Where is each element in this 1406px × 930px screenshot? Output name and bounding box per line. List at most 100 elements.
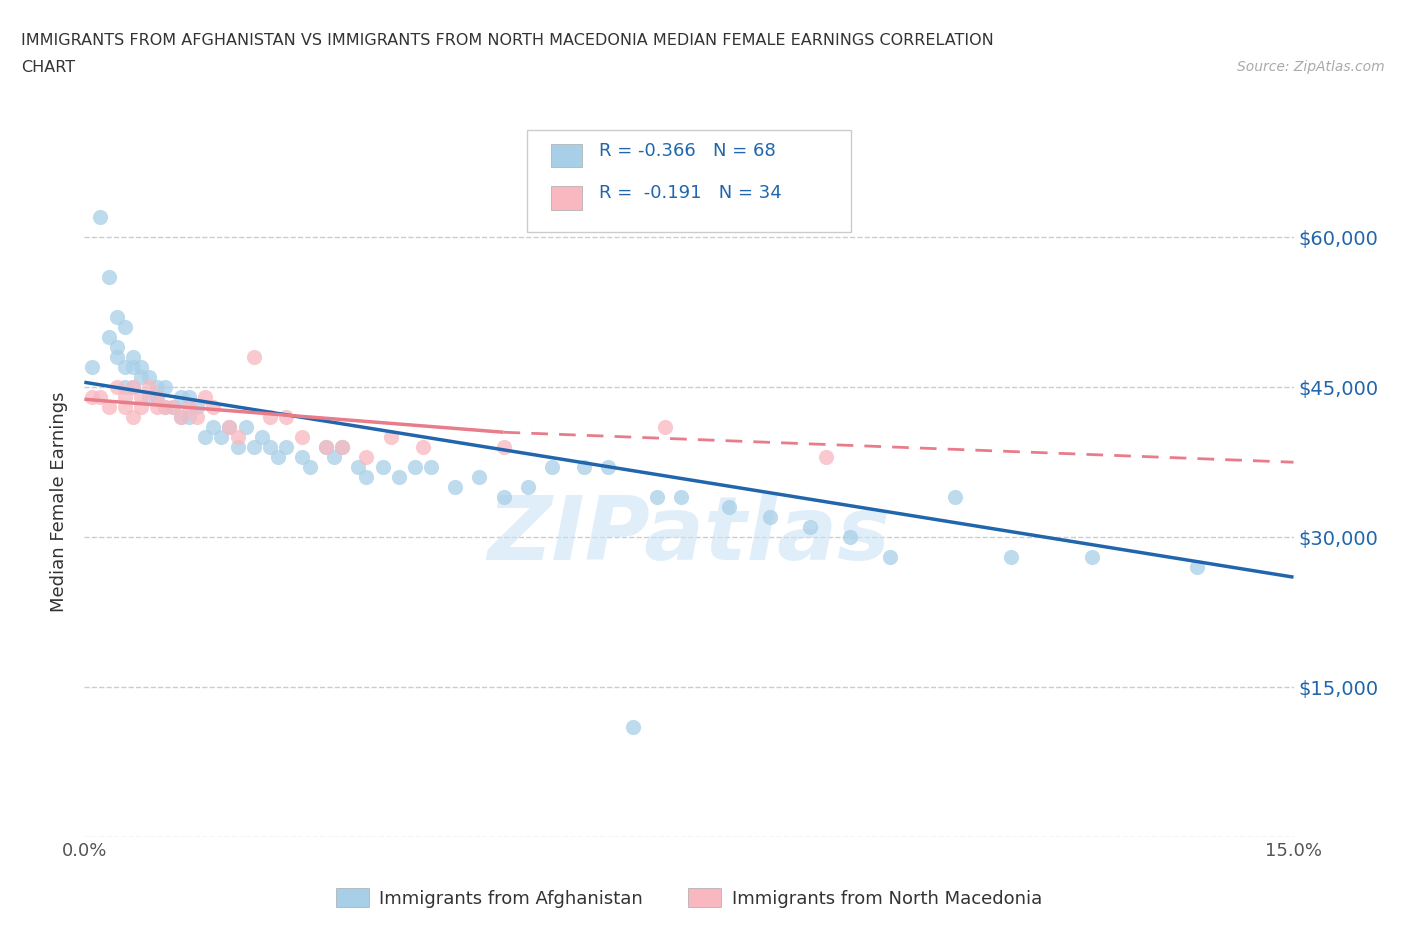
Point (839, 530, 862, 545)
Point (356, 470, 378, 485)
Point (621, 720, 644, 735)
Point (89, 390, 111, 405)
Point (146, 379, 169, 394)
Point (162, 400, 184, 415)
Point (97, 270, 120, 285)
Point (218, 419, 240, 434)
Point (114, 400, 136, 415)
Point (218, 419, 240, 434)
Point (259, 410, 281, 425)
Point (89, 210, 111, 225)
Point (492, 440, 515, 455)
Point (541, 459, 564, 474)
Point (718, 499, 741, 514)
Point (242, 350, 264, 365)
Point (179, 390, 201, 405)
Point (356, 450, 378, 465)
Point (146, 400, 169, 415)
Point (814, 450, 837, 465)
Point (179, 400, 201, 415)
Point (121, 379, 143, 394)
Point (412, 440, 434, 455)
Point (315, 440, 337, 455)
Point (758, 510, 780, 525)
Point (97, 330, 120, 345)
Point (226, 440, 249, 455)
Point (153, 400, 176, 415)
Point (170, 390, 193, 405)
Point (121, 360, 143, 375)
Point (209, 430, 232, 445)
Point (162, 400, 184, 415)
Point (404, 459, 426, 474)
Point (105, 350, 128, 365)
Point (879, 550, 901, 565)
Point (1081, 550, 1104, 565)
Point (179, 410, 201, 425)
Point (153, 379, 176, 394)
Point (226, 430, 249, 445)
Point (299, 459, 322, 474)
Point (121, 350, 143, 365)
Point (121, 379, 143, 394)
Point (138, 390, 160, 405)
Point (267, 450, 290, 465)
Point (114, 320, 136, 335)
Text: IMMIGRANTS FROM AFGHANISTAN VS IMMIGRANTS FROM NORTH MACEDONIA MEDIAN FEMALE EAR: IMMIGRANTS FROM AFGHANISTAN VS IMMIGRANT… (21, 33, 994, 47)
Point (492, 490, 515, 505)
Point (194, 430, 217, 445)
Point (250, 430, 273, 445)
Point (315, 440, 337, 455)
Text: Source: ZipAtlas.com: Source: ZipAtlas.com (1237, 60, 1385, 74)
Point (943, 490, 966, 505)
Point (202, 400, 225, 415)
Point (291, 430, 314, 445)
Point (202, 419, 225, 434)
Point (380, 430, 402, 445)
Point (274, 410, 297, 425)
Point (186, 410, 208, 425)
Point (121, 410, 143, 425)
Point (444, 480, 467, 495)
Point (330, 440, 353, 455)
Point (114, 360, 136, 375)
Point (330, 440, 353, 455)
Point (598, 459, 620, 474)
Point (129, 400, 152, 415)
Point (347, 459, 370, 474)
Point (105, 310, 128, 325)
Point (153, 400, 176, 415)
Point (146, 390, 169, 405)
Point (82, 390, 104, 405)
Point (669, 490, 692, 505)
Point (105, 339, 128, 354)
Point (82, 360, 104, 375)
Point (1000, 550, 1022, 565)
Point (170, 410, 193, 425)
Text: ZIPatlas: ZIPatlas (488, 492, 890, 579)
Point (129, 390, 152, 405)
Point (420, 459, 443, 474)
Point (291, 450, 314, 465)
Point (194, 390, 217, 405)
Point (129, 360, 152, 375)
Point (97, 400, 120, 415)
Point (572, 459, 595, 474)
Point (186, 400, 208, 415)
Point (105, 379, 128, 394)
Point (1185, 560, 1208, 575)
Point (468, 470, 491, 485)
Point (274, 440, 297, 455)
Point (146, 390, 169, 405)
Point (259, 440, 281, 455)
Point (114, 390, 136, 405)
Text: R =  -0.191   N = 34: R = -0.191 N = 34 (599, 184, 782, 203)
Point (138, 379, 160, 394)
Y-axis label: Median Female Earnings: Median Female Earnings (51, 392, 69, 613)
Point (323, 450, 346, 465)
Point (114, 379, 136, 394)
Point (516, 480, 538, 495)
Text: R = -0.366   N = 68: R = -0.366 N = 68 (599, 141, 776, 160)
Point (799, 520, 821, 535)
Point (235, 419, 257, 434)
